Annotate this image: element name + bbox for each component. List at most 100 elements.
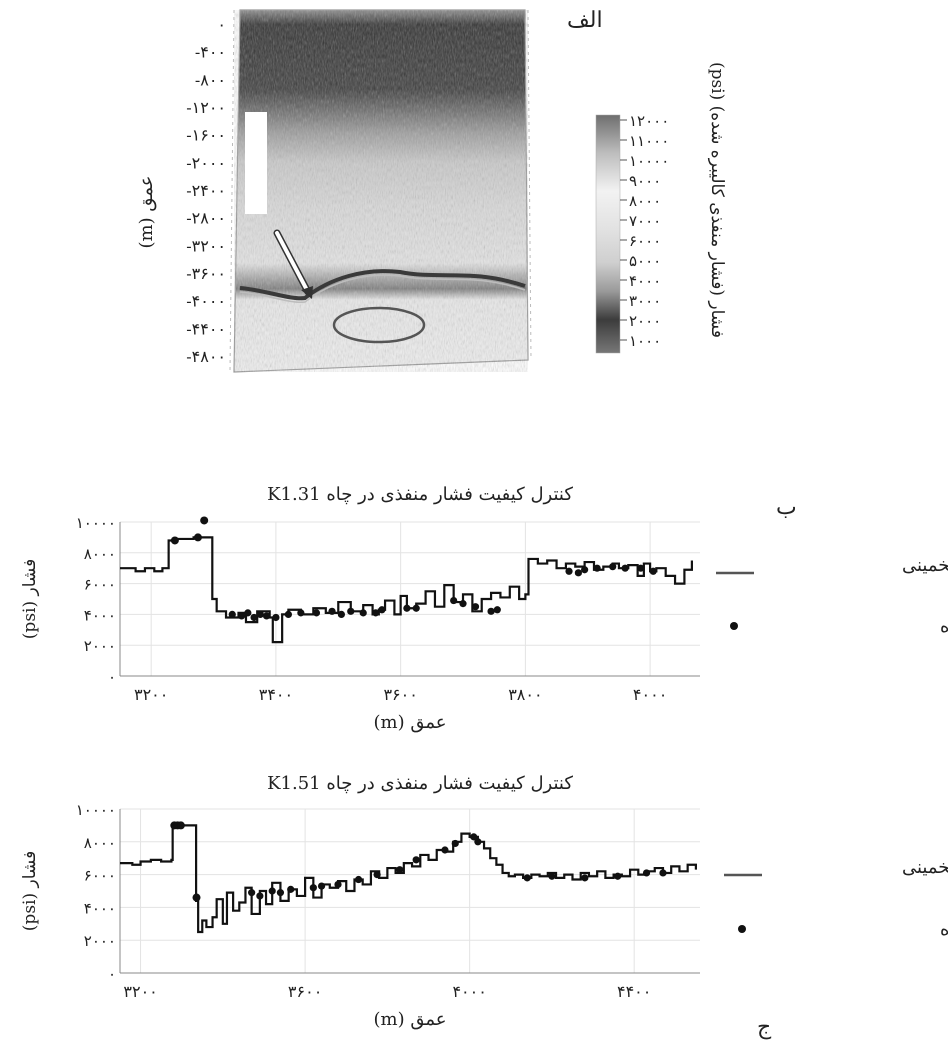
x-tick-label: ۴۴۰۰ bbox=[617, 982, 651, 1001]
measured-point bbox=[523, 874, 531, 882]
measured-point bbox=[637, 564, 645, 572]
y-tick-label: ۰ bbox=[108, 965, 116, 983]
panel-a-y-tick: -۳۲۰۰ bbox=[186, 236, 226, 255]
panel-a-y-tick: -۴۰۰۰ bbox=[186, 292, 226, 311]
y-tick-label: ۴۰۰۰ bbox=[84, 899, 116, 917]
y-tick-label: ۴۰۰۰ bbox=[84, 606, 116, 624]
measured-point bbox=[412, 856, 420, 864]
measured-point bbox=[256, 892, 264, 900]
panel-a-ylabel: عمق (m) bbox=[136, 175, 157, 248]
measured-point bbox=[248, 889, 256, 897]
measured-point bbox=[459, 600, 467, 608]
panel-a-y-tick: -۲۴۰۰ bbox=[186, 181, 226, 200]
chart-b: کنترل کیفیت فشار منفذی در چاه K1.31 ۰ ۲۰۰۰… bbox=[20, 484, 948, 733]
chart-title: کنترل کیفیت فشار منفذی در چاه K1.51 bbox=[267, 773, 573, 794]
measured-point bbox=[250, 613, 258, 622]
panel-a-y-tick: -۸۰۰ bbox=[195, 70, 226, 89]
y-tick-label: ۲۰۰۰ bbox=[84, 637, 116, 655]
x-tick-label: ۴۰۰۰ bbox=[633, 685, 667, 704]
chart-title: کنترل کیفیت فشار منفذی در چاه K1.31 bbox=[267, 484, 573, 505]
panel-a-y-tick: -۴۸۰۰ bbox=[186, 347, 226, 366]
measured-point bbox=[659, 869, 667, 877]
measured-point bbox=[593, 564, 601, 572]
panel-a-y-ticks: ۰ -۴۰۰ -۸۰۰ -۱۲۰۰ -۱۶۰۰ -۲۰۰۰ -۲۴۰۰ -۲۸۰۰ -۳۲۰۰ -… bbox=[186, 15, 226, 366]
series-estimated-line bbox=[120, 824, 697, 934]
measured-point bbox=[441, 846, 449, 854]
panel-a-section: ۰ -۴۰۰ -۸۰۰ -۱۲۰۰ -۱۶۰۰ -۲۰۰۰ -۲۴۰۰ -۲۸۰۰ -۳۲۰۰ -… bbox=[136, 9, 727, 373]
measured-point bbox=[581, 874, 589, 882]
measured-point bbox=[312, 609, 321, 617]
colorbar-tick: ۴۰۰۰ bbox=[629, 272, 661, 290]
measured-point bbox=[193, 533, 202, 542]
measured-point bbox=[276, 889, 285, 897]
measured-point bbox=[621, 564, 629, 572]
colorbar-tick: ۵۰۰۰ bbox=[629, 252, 661, 270]
panel-a-y-tick: -۲۰۰۰ bbox=[186, 153, 226, 172]
measured-point bbox=[396, 866, 404, 874]
measured-point bbox=[272, 613, 280, 622]
colorbar-tick: ۲۰۰۰ bbox=[629, 312, 661, 330]
y-tick-label: ۸۰۰۰ bbox=[84, 545, 116, 563]
highlight-ellipse bbox=[332, 306, 426, 344]
measured-point bbox=[256, 610, 264, 618]
x-tick-label: ۳۶۰۰ bbox=[288, 982, 322, 1001]
panel-a-label: الف bbox=[567, 8, 603, 33]
chart-c: کنترل کیفیت فشار منفذی در چاه K1.51 ۰ ۲۰۰۰… bbox=[20, 773, 948, 1030]
panel-a-y-tick: ۰ bbox=[217, 15, 226, 34]
x-tick-label: ۴۰۰۰ bbox=[452, 982, 486, 1001]
y-axis-label: فشار (psi) bbox=[20, 851, 40, 931]
measured-point bbox=[642, 869, 651, 877]
measured-point bbox=[347, 607, 355, 615]
legend-estimated-label: فشار تخمینی bbox=[902, 857, 948, 878]
measured-point bbox=[244, 609, 252, 617]
colorbar-ticks: ۱۲۰۰۰ ۱۱۰۰۰ ۱۰۰۰۰ ۹۰۰۰ ۸۰۰۰ ۷۰۰۰ ۶۰۰۰ ۵۰۰۰ ۴۰۰۰ ۳… bbox=[620, 112, 669, 350]
measured-point bbox=[548, 872, 556, 880]
measured-point bbox=[450, 596, 458, 605]
measured-point bbox=[200, 516, 209, 525]
measured-point bbox=[268, 887, 276, 895]
measured-point bbox=[378, 606, 386, 614]
measured-point bbox=[337, 610, 345, 618]
x-axis-label: عمق (m) bbox=[373, 712, 446, 733]
measured-point bbox=[192, 893, 201, 902]
colorbar-tick: ۷۰۰۰ bbox=[629, 212, 661, 230]
y-tick-label: ۶۰۰۰ bbox=[84, 867, 116, 885]
measured-point bbox=[412, 604, 420, 612]
y-axis-label: فشار (psi) bbox=[20, 559, 40, 639]
measured-point bbox=[317, 882, 326, 890]
y-tick-label: ۱۰۰۰۰ bbox=[76, 514, 116, 532]
panel-c-label: ج bbox=[757, 1015, 772, 1040]
measured-point bbox=[328, 607, 336, 615]
measured-point bbox=[581, 566, 589, 574]
measured-point bbox=[372, 609, 380, 617]
measured-point bbox=[309, 884, 317, 892]
measured-point bbox=[176, 821, 185, 830]
colorbar-tick: ۱۰۰۰ bbox=[629, 332, 661, 350]
measured-point bbox=[609, 563, 617, 571]
measured-point bbox=[228, 610, 236, 618]
measured-point bbox=[493, 606, 501, 614]
measured-point bbox=[297, 609, 305, 617]
measured-point bbox=[359, 609, 367, 617]
panel-a-y-tick: -۱۶۰۰ bbox=[186, 126, 226, 145]
arrow-icon bbox=[273, 229, 313, 299]
measured-point bbox=[170, 536, 179, 545]
legend-marker-swatch bbox=[730, 622, 738, 630]
measured-point bbox=[238, 612, 246, 620]
measured-point bbox=[614, 872, 622, 880]
colorbar-tick: ۸۰۰۰ bbox=[629, 192, 661, 210]
measured-point bbox=[451, 839, 459, 848]
measured-point bbox=[373, 871, 381, 879]
y-tick-label: ۸۰۰۰ bbox=[84, 834, 116, 852]
panel-a-y-tick: -۲۸۰۰ bbox=[186, 209, 226, 228]
colorbar-tick: ۹۰۰۰ bbox=[629, 172, 661, 190]
measured-point bbox=[565, 567, 573, 575]
legend-measured-label: فشار اندازه‌گیری شده bbox=[940, 615, 948, 637]
x-tick-label: ۳۶۰۰ bbox=[383, 685, 417, 704]
measured-point bbox=[471, 603, 480, 611]
panel-a-y-tick: -۴۰۰ bbox=[195, 43, 226, 62]
measured-point bbox=[649, 567, 657, 575]
panel-b-label: ب bbox=[776, 495, 797, 520]
measured-point bbox=[487, 607, 495, 615]
y-tick-label: ۱۰۰۰۰ bbox=[76, 801, 116, 819]
